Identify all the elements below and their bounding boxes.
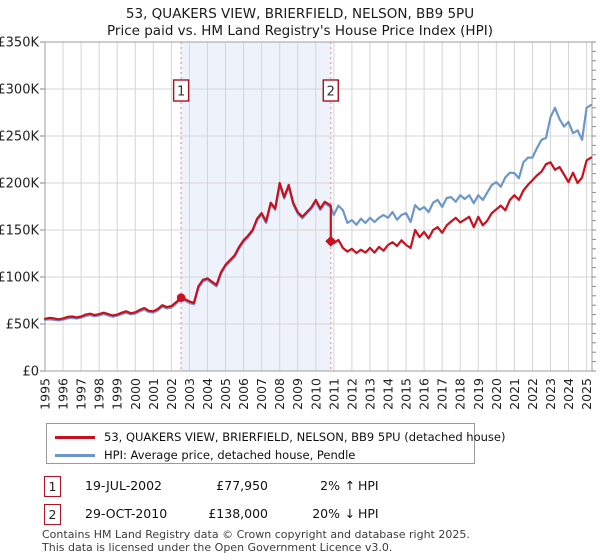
x-tick-label: 2012 [344,378,359,410]
x-tick-label: 2018 [453,378,468,410]
x-tick-label: 1997 [74,378,89,410]
transaction-1-price: £77,950 [216,478,268,493]
x-tick-label: 2002 [164,378,179,410]
license-footer: Contains HM Land Registry data © Crown c… [42,528,470,554]
x-tick-label: 2011 [326,378,341,410]
transaction-row: 2 29-OCT-2010 £138,000 20% ↓ HPI [0,504,600,526]
x-tick-label: 1995 [38,378,53,410]
x-tick-label: 2019 [471,378,486,410]
price-paid-line-swatch [55,435,95,439]
y-tick-label: £100K [0,271,39,286]
x-tick-label: 2010 [308,378,323,410]
x-tick-label: 2003 [182,378,197,410]
x-tick-label: 2025 [579,378,594,410]
x-tick-label: 1999 [110,378,125,410]
transaction-2-price: £138,000 [208,506,268,521]
x-tick-label: 1996 [56,378,71,410]
hpi-up-arrow-icon: ↑ [344,478,356,493]
x-tick-label: 2007 [254,378,269,410]
x-tick-label: 2008 [272,378,287,410]
sale-callout-label-1: 1 [177,85,185,100]
x-tick-label: 2022 [525,378,540,410]
hpi-line-swatch [55,453,95,457]
x-tick-label: 2001 [146,378,161,410]
x-tick-label: 2014 [381,378,396,410]
transaction-1-hpi-label: HPI [358,478,379,493]
legend-label-hpi: HPI: Average price, detached house, Pend… [104,448,356,462]
y-tick-label: £300K [0,83,39,98]
sale-callout-box-1 [172,79,190,102]
legend-item-hpi: HPI: Average price, detached house, Pend… [55,446,474,464]
footer-line-2: This data is licensed under the Open Gov… [42,540,393,554]
transaction-2-date: 29-OCT-2010 [85,506,168,521]
price-paid-line [43,156,593,321]
hpi-down-arrow-icon: ↓ [344,506,356,521]
transaction-row: 1 19-JUL-2002 £77,950 2% ↑ HPI [0,476,600,498]
x-tick-label: 2017 [435,378,450,410]
x-tick-label: 2005 [218,378,233,410]
x-tick-label: 2020 [489,378,504,410]
y-tick-label: £0 [22,365,39,380]
transaction-2-hpi-percent: 20% [312,506,340,521]
transaction-1-badge: 1 [44,476,61,497]
sale-marker-1 [176,293,186,303]
chart-legend: 53, QUAKERS VIEW, BRIERFIELD, NELSON, BB… [46,423,505,464]
transaction-1-date: 19-JUL-2002 [85,478,163,493]
price-history-chart: 1 2 £0 £50K £100K £150K £200K £250K £300K £350K 19… [0,36,596,410]
x-tick-label: 2024 [561,378,576,410]
sale-callout-label-2: 2 [327,85,335,100]
transaction-2-hpi-label: HPI [358,506,379,521]
transaction-1-hpi-percent: 2% [320,478,340,493]
legend-label-price-paid: 53, QUAKERS VIEW, BRIERFIELD, NELSON, BB… [104,430,506,444]
x-tick-label: 2015 [399,378,414,410]
y-tick-label: £350K [0,36,39,51]
chart-subtitle: Price paid vs. HM Land Registry's House … [107,23,493,39]
legend-item-price-paid: 53, QUAKERS VIEW, BRIERFIELD, NELSON, BB… [55,428,505,446]
x-tick-label: 2000 [128,378,143,410]
x-tick-label: 2009 [290,378,305,410]
y-tick-label: £250K [0,130,39,145]
sale-callout-box-2 [322,79,339,102]
x-tick-label: 2006 [236,378,251,410]
x-tick-label: 2016 [417,378,432,410]
y-tick-label: £50K [6,318,40,333]
y-tick-label: £150K [0,224,39,239]
ownership-period-shade [181,42,331,371]
y-tick-label: £200K [0,177,39,192]
x-tick-label: 2023 [543,378,558,410]
x-tick-label: 1998 [92,378,107,410]
chart-title: 53, QUAKERS VIEW, BRIERFIELD, NELSON, BB… [125,6,475,22]
transaction-2-badge: 2 [44,504,61,525]
sale-marker-2 [325,235,337,247]
x-tick-label: 2013 [362,378,377,410]
footer-line-1: Contains HM Land Registry data © Crown c… [42,528,470,541]
plot-frame [44,41,593,372]
x-tick-label: 2021 [507,378,522,410]
x-tick-label: 2004 [200,378,215,410]
